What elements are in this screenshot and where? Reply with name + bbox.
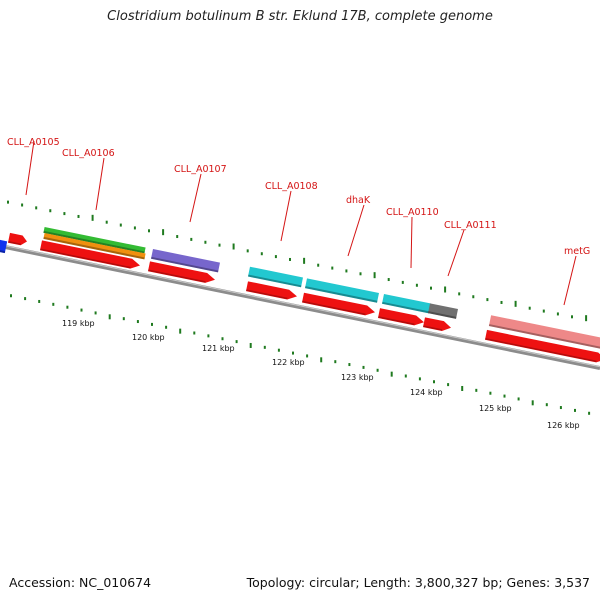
- cyan-feature-a0110-shade: [382, 301, 430, 314]
- top-tick-track: [7, 200, 588, 322]
- cyan-feature-dhak-shape: [305, 278, 379, 303]
- leader-line: [563, 255, 577, 306]
- cds-a0106: [40, 240, 141, 269]
- kbp-label: 126 kbp: [547, 421, 580, 430]
- cyan-feature-a0108: [248, 266, 303, 288]
- map-title: Clostridium botulinum B str. Eklund 17B,…: [107, 9, 493, 24]
- pink-feature-metg-shade: [488, 324, 600, 350]
- cds-a0105-shade: [8, 241, 21, 246]
- cds-dhak: [302, 292, 375, 316]
- cyan-feature-a0108-shape: [248, 266, 303, 288]
- pink-feature-metg-shape: [488, 315, 600, 350]
- kbp-label: 119 kbp: [62, 319, 95, 328]
- cds-metg-shade: [485, 338, 597, 363]
- cyan-feature-a0110-shape: [382, 293, 431, 314]
- cds-a0110: [378, 308, 424, 326]
- feature-track: [0, 227, 600, 363]
- cds-dhak-shade: [302, 300, 366, 316]
- genome-backbone: [0, 244, 600, 370]
- cds-a0108-shape: [246, 281, 297, 300]
- gene-label: metG: [564, 246, 590, 257]
- leader-line: [447, 229, 465, 277]
- gene-label: CLL_A0110: [386, 207, 439, 218]
- blue-feature-shade: [0, 249, 6, 254]
- cds-dhak-shape: [302, 292, 375, 316]
- kbp-scale: 119 kbp 120 kbp 121 kbp 122 kbp 123 kbp 124 k…: [62, 319, 580, 430]
- leader-line: [25, 140, 35, 196]
- accession-text: Accession: NC_010674: [9, 575, 152, 590]
- gray-feature-a0111: [428, 303, 458, 319]
- kbp-label: 124 kbp: [410, 388, 443, 397]
- gene-label: CLL_A0105: [7, 137, 60, 148]
- purple-feature: [151, 249, 220, 273]
- cds-a0106-shade: [40, 248, 131, 269]
- cds-a0111-shade: [423, 325, 443, 331]
- cds-a0111: [423, 317, 452, 331]
- kbp-label: 125 kbp: [479, 404, 512, 413]
- green-feature: [43, 227, 146, 254]
- cds-a0110-shape: [378, 308, 424, 326]
- cds-a0107: [148, 261, 215, 283]
- leader-line: [189, 173, 202, 223]
- cds-a0107-shade: [148, 269, 206, 283]
- kbp-label: 122 kbp: [272, 358, 305, 367]
- cds-a0106-shape: [40, 240, 141, 269]
- gene-label: dhaK: [346, 195, 371, 206]
- green-feature-shape: [43, 227, 146, 254]
- cyan-feature-dhak-shade: [305, 286, 378, 303]
- cyan-feature-dhak: [305, 278, 379, 303]
- bottom-tick-track: [10, 294, 591, 415]
- gene-label: CLL_A0111: [444, 220, 497, 231]
- label-leader-lines: [25, 140, 577, 306]
- orange-feature-shape: [43, 233, 146, 260]
- kbp-label: 121 kbp: [202, 344, 235, 353]
- cds-metg-shape: [485, 329, 600, 363]
- cyan-feature-a0108-shade: [248, 274, 302, 288]
- cds-a0105-shape: [8, 232, 27, 246]
- gene-label: CLL_A0108: [265, 181, 318, 192]
- gene-label: CLL_A0106: [62, 148, 115, 159]
- kbp-label: 123 kbp: [341, 373, 374, 382]
- blue-feature-shape: [0, 239, 8, 254]
- gray-feature-a0111-shade: [428, 311, 457, 319]
- gray-feature-a0111-shape: [428, 303, 458, 319]
- leader-line: [95, 157, 105, 211]
- topology-text: Topology: circular; Length: 3,800,327 bp…: [246, 575, 590, 590]
- purple-feature-shade: [151, 256, 219, 273]
- pink-feature-metg: [488, 315, 600, 350]
- cds-a0108-shade: [246, 289, 288, 300]
- leader-line: [410, 216, 413, 269]
- cds-a0105: [8, 232, 27, 246]
- leader-line: [347, 204, 365, 257]
- cds-metg: [485, 329, 600, 363]
- cds-a0108: [246, 281, 297, 300]
- cyan-feature-a0110: [382, 293, 431, 314]
- blue-feature: [0, 239, 8, 254]
- leader-line: [280, 190, 292, 242]
- orange-feature: [43, 233, 146, 260]
- green-feature-shade: [43, 230, 145, 254]
- gene-label: CLL_A0107: [174, 164, 227, 175]
- kbp-label: 120 kbp: [132, 333, 165, 342]
- cds-a0110-shade: [378, 316, 415, 326]
- orange-feature-shade: [43, 236, 145, 260]
- cds-a0107-shape: [148, 261, 215, 283]
- cds-a0111-shape: [423, 317, 452, 331]
- purple-feature-shape: [151, 249, 220, 273]
- backbone-line: [0, 244, 600, 370]
- backbone-highlight: [0, 244, 600, 368]
